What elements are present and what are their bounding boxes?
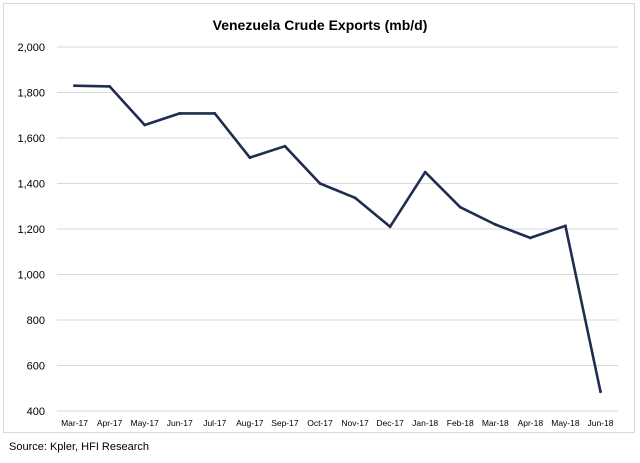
x-tick-label: Apr-18 [518, 418, 544, 428]
data-point [318, 182, 322, 185]
y-tick-label: 1,000 [17, 270, 45, 282]
y-tick-label: 800 [27, 315, 45, 327]
data-point [248, 156, 252, 159]
series-layer [73, 84, 602, 394]
x-tick-label: Feb-18 [447, 418, 474, 428]
x-tick-label: Nov-17 [341, 418, 369, 428]
data-point [458, 205, 462, 209]
x-tick-label: Mar-18 [482, 418, 509, 428]
x-tick-label: May-17 [130, 418, 159, 428]
x-tick-label: Jan-18 [412, 418, 438, 428]
x-tick-label: Aug-17 [236, 418, 264, 428]
x-tick-label: May-18 [551, 418, 580, 428]
data-point [388, 225, 392, 229]
x-tick-label: Jul-17 [203, 418, 226, 428]
y-axis-tick-labels: 400 600 800 1,000 1,200 1,400 1,600 1,800 2,000 [17, 42, 45, 418]
data-point [353, 196, 357, 200]
data-point [564, 224, 567, 228]
y-tick-label: 600 [27, 361, 45, 373]
data-point [599, 390, 602, 394]
data-point [423, 170, 427, 174]
data-point [73, 84, 76, 88]
chart-title: Venezuela Crude Exports (mb/d) [212, 17, 428, 33]
data-point [528, 236, 532, 240]
x-tick-label: Apr-17 [97, 418, 123, 428]
x-tick-label: Jun-18 [587, 418, 613, 428]
data-point [108, 84, 111, 88]
y-tick-label: 1,800 [17, 88, 45, 100]
data-point [213, 112, 217, 115]
y-tick-label: 1,400 [17, 179, 45, 191]
data-point [178, 112, 182, 115]
x-tick-label: Oct-17 [307, 418, 333, 428]
x-axis-tick-labels: Mar-17 Apr-17 May-17 Jun-17 Jul-17 Aug-17 Sep-… [61, 418, 614, 428]
source-note: Source: Kpler, HFI Research [9, 441, 150, 453]
y-tick-label: 1,200 [17, 224, 45, 236]
data-point [283, 144, 287, 148]
y-tick-label: 400 [27, 406, 45, 418]
gridlines [57, 46, 618, 412]
chart-frame [3, 3, 635, 433]
y-tick-label: 1,600 [17, 133, 45, 145]
series-line [73, 84, 602, 394]
x-tick-label: Jun-17 [167, 418, 193, 428]
x-tick-label: Dec-17 [376, 418, 404, 428]
x-tick-label: Mar-17 [61, 418, 88, 428]
data-point [143, 123, 147, 127]
data-point [493, 223, 497, 226]
x-tick-label: Sep-17 [271, 418, 299, 428]
y-tick-label: 2,000 [17, 42, 45, 54]
